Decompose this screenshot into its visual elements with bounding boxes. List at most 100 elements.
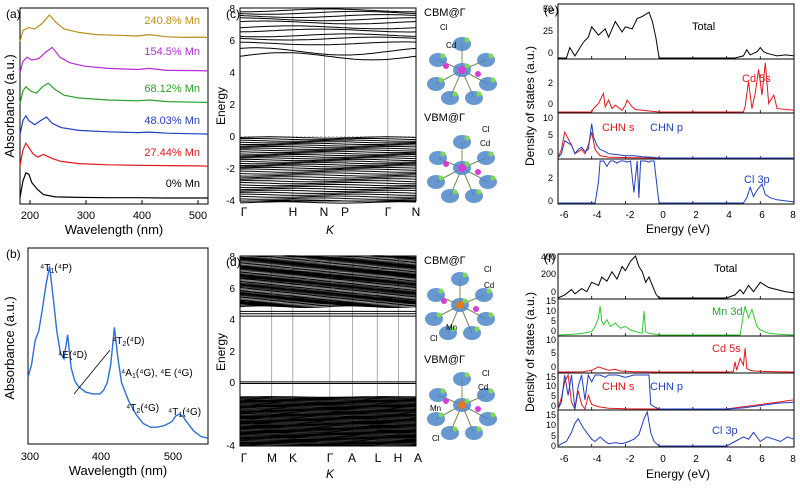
valence-band <box>239 440 417 443</box>
valence-band <box>239 142 417 145</box>
valence-band <box>239 182 416 185</box>
valence-band <box>240 154 416 157</box>
legend-240-mn: 240.8% Mn <box>144 15 200 27</box>
panel-d-ytick: 2 <box>229 347 235 358</box>
valence-band <box>239 191 417 194</box>
atom-label-cd: Cd <box>446 41 456 50</box>
valence-band <box>239 408 417 411</box>
panel-a-xtick: 200 <box>21 210 39 222</box>
cd-atom <box>475 406 481 412</box>
valence-band <box>239 438 416 441</box>
dos-frame <box>557 335 795 374</box>
valence-band <box>239 434 416 436</box>
valence-band <box>239 398 417 401</box>
annot-4t2-4d-pointer <box>73 349 111 395</box>
valence-band <box>239 166 417 170</box>
dos-frame <box>557 253 795 300</box>
xtick: 6 <box>759 454 765 465</box>
ytick: 5 <box>551 391 556 401</box>
cl-atom <box>440 388 446 394</box>
ytick: 15 <box>546 372 556 382</box>
panel-c-kpoints: Γ H N P Γ N <box>241 205 421 219</box>
ytick: 5 <box>551 431 556 441</box>
atom-label-cl: Cl <box>440 23 448 32</box>
panel-c-bands <box>239 8 417 204</box>
dos-line <box>557 373 795 411</box>
valence-band <box>239 183 417 187</box>
kpoint: Γ <box>241 451 248 465</box>
kpoint: M <box>267 451 277 465</box>
conduction-band <box>240 276 417 280</box>
valence-band <box>239 144 416 147</box>
valence-band <box>239 443 417 445</box>
series-line-2 <box>19 114 209 135</box>
ytick: 15 <box>546 296 556 306</box>
valence-band <box>239 170 417 173</box>
panel-c-label: (c) <box>226 7 240 21</box>
panel-f-ylabel: Density of states (a.u.) <box>523 292 537 412</box>
atom-label-cl: Cl <box>482 125 490 134</box>
xtick: 0 <box>660 210 666 221</box>
valence-band <box>240 420 416 423</box>
cd-atom <box>475 169 481 175</box>
series-line-5 <box>19 14 209 42</box>
valence-band <box>239 139 416 142</box>
panel-c: (c) 8 6 4 2 0 -2 -4 Γ H N P Γ N K Energy… <box>214 4 497 237</box>
kpoint: Γ <box>327 451 334 465</box>
panel-b-annotations: ⁴T1(⁴P) ⁴E(⁴D) ⁴T2(⁴D) ⁴A1(⁴G), ⁴E (⁴G) … <box>40 263 201 419</box>
ytick: 10 <box>543 113 553 123</box>
cl-atom <box>490 412 496 418</box>
valence-band <box>239 172 417 175</box>
atom-label-cd: Cd <box>480 139 490 148</box>
valence-band <box>239 427 417 429</box>
cd-atom <box>475 71 481 77</box>
panel-b-xtick: 500 <box>164 451 182 463</box>
conduction-band <box>239 36 417 41</box>
valence-band <box>239 168 417 171</box>
panel-d: (d) 8 6 4 2 0 -4 Γ M K Γ A L H A K Energ… <box>214 252 497 481</box>
xtick: 2 <box>693 454 699 465</box>
valence-band <box>239 413 416 415</box>
panel-c-vbm-label: VBM@Γ <box>424 112 465 124</box>
panel-c-ytick: -2 <box>226 164 235 175</box>
valence-band <box>239 150 417 154</box>
valence-band <box>239 424 417 426</box>
ytick: 50 <box>543 4 553 14</box>
panel-d-ylabel: Energy <box>214 333 228 371</box>
vbm-orbital-image-d <box>427 372 497 440</box>
conduction-band <box>239 270 417 274</box>
xtick: -6 <box>560 210 569 221</box>
valence-band <box>239 421 417 424</box>
panel-a-xtick: 300 <box>77 210 95 222</box>
panel-b-frame <box>27 247 209 445</box>
valence-band <box>239 438 417 440</box>
legend-0-mn: 0% Mn <box>166 178 200 190</box>
conduction-band <box>239 269 417 273</box>
ytick: 0 <box>548 196 553 206</box>
panel-a-xlabel: Wavelength (nm) <box>65 222 164 237</box>
panel-f-label: (f) <box>544 251 555 265</box>
annot-4t2-4g: ⁴T2(⁴G) <box>126 403 159 415</box>
xtick: -4 <box>593 454 602 465</box>
valence-band <box>240 441 416 443</box>
panel-d-ytick: 0 <box>229 378 235 389</box>
panel-a-xticks: 200 300 400 500 <box>21 210 207 222</box>
dos-frame <box>557 58 795 114</box>
valence-band <box>239 442 417 444</box>
valence-band <box>239 146 417 149</box>
cl-atom <box>452 426 458 432</box>
valence-band <box>239 418 417 421</box>
conduction-band <box>240 303 417 307</box>
ytick: 2 <box>548 173 553 183</box>
valence-band <box>239 199 416 202</box>
ytick: 10 <box>546 381 556 391</box>
valence-band <box>239 406 417 409</box>
xtick: 4 <box>726 210 732 221</box>
cd-atom <box>458 66 466 74</box>
cl-atom <box>450 326 456 332</box>
valence-band <box>239 439 417 442</box>
conduction-band <box>239 262 417 265</box>
conduction-band <box>239 20 417 25</box>
dos-line <box>558 11 795 59</box>
legend-27-mn: 27.44% Mn <box>144 147 200 159</box>
